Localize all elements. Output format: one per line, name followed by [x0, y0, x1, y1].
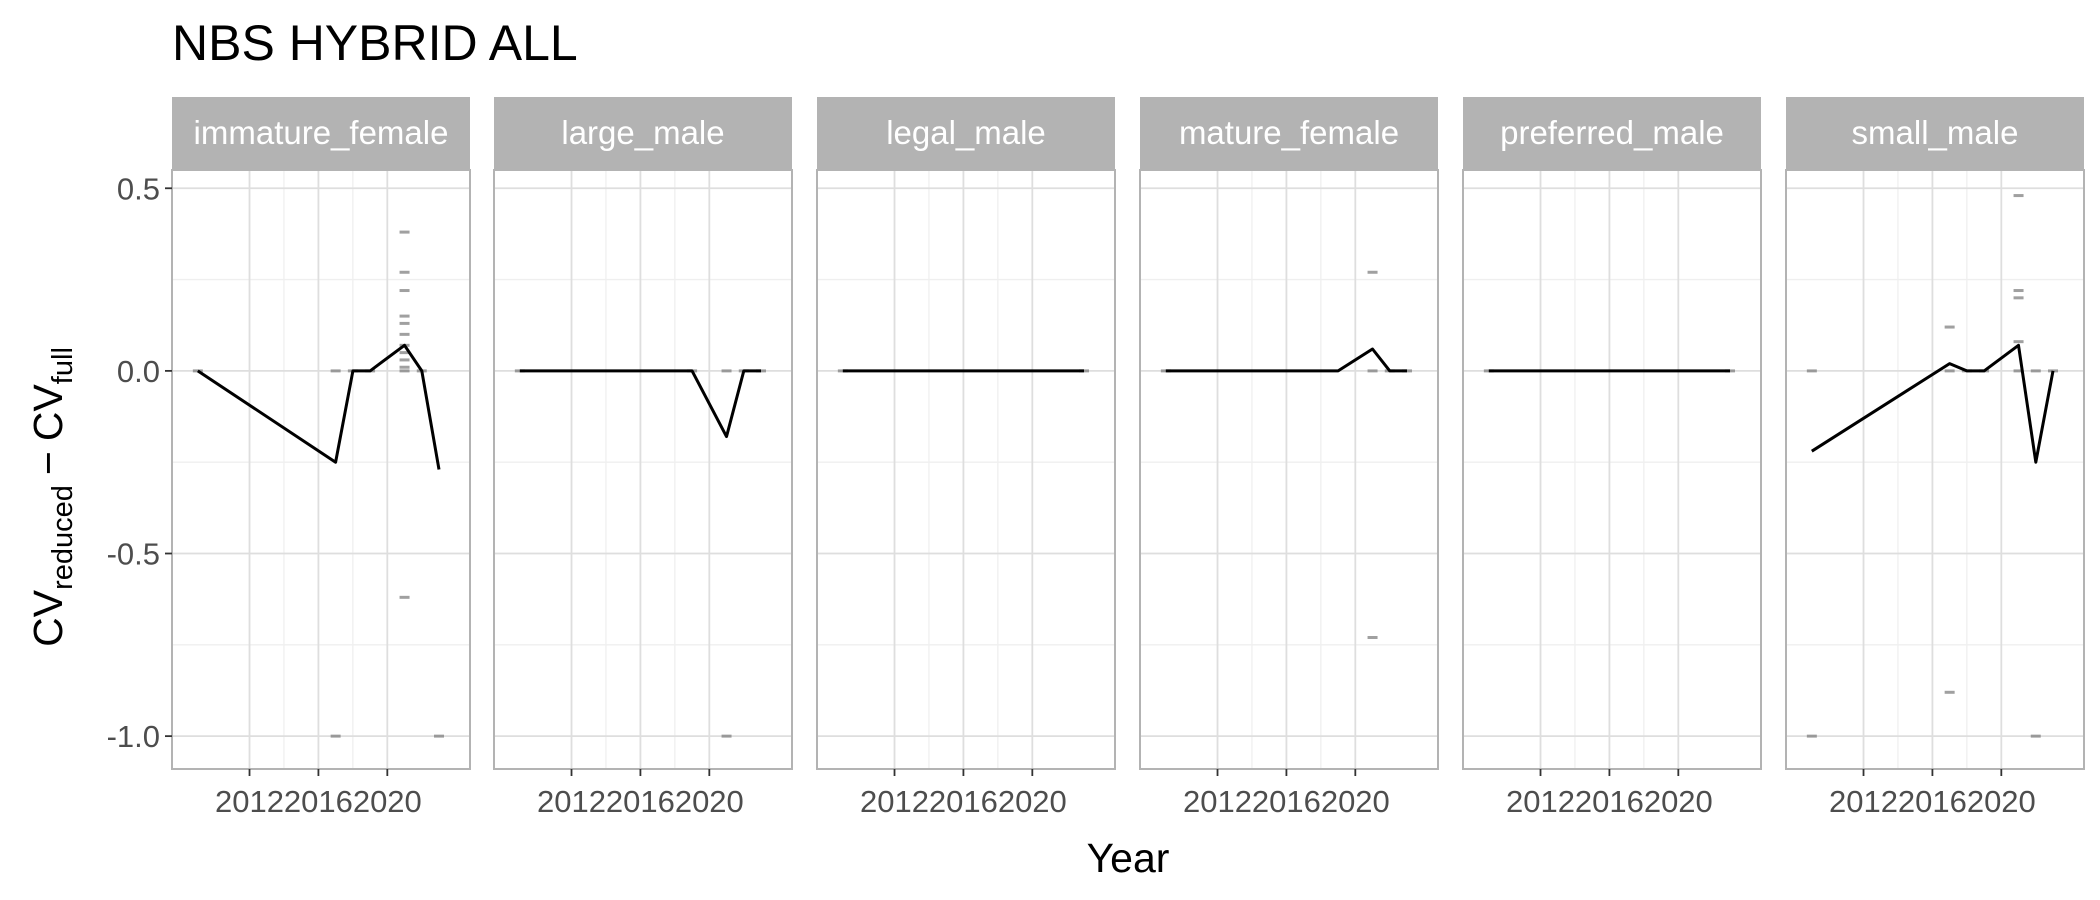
x-tick-label: 2012	[215, 784, 284, 819]
y-axis-title-sub-full: full	[47, 347, 79, 384]
facet-strip-immature_female	[172, 97, 470, 170]
series-line-mature_female	[1165, 347, 1407, 373]
panel-border	[816, 169, 1116, 770]
x-tick-label: 2016	[1252, 784, 1321, 819]
x-tick-label: 2020	[1644, 784, 1713, 819]
facet-strip-large_male	[494, 97, 792, 170]
panel-border	[171, 169, 471, 770]
x-tick-label: 2016	[929, 784, 998, 819]
y-axis: 0.5 0.0 -0.5 -1.0	[107, 171, 172, 754]
x-tick-label: 2012	[1829, 784, 1898, 819]
facet-panel-mature_female: mature_female 2012 2016 2020	[1139, 97, 1439, 819]
x-tick-label: 2020	[353, 784, 422, 819]
facet-strip-legal_male	[817, 97, 1115, 170]
y-tick-label: -0.5	[107, 537, 160, 572]
series-line-large_male	[519, 369, 761, 439]
facet-panel-preferred_male: preferred_male 2012 2016 2020	[1462, 97, 1762, 819]
x-tick-label: 2020	[998, 784, 1067, 819]
facet-panel-legal_male: legal_male 2012 2016 2020	[816, 97, 1116, 819]
facet-strip-label-large_male: large_male	[561, 114, 724, 151]
facet-strip-label-immature_female: immature_female	[194, 114, 449, 151]
facet-strip-small_male	[1786, 97, 2084, 170]
panel-border	[493, 169, 793, 770]
facet-panel-small_male: small_male 2012 2016 2020	[1785, 97, 2085, 819]
y-axis-title-cv1: CV	[25, 589, 71, 647]
facet-panel-large_male: large_male 2012 2016 2020	[493, 97, 793, 819]
series-line-small_male	[1810, 343, 2055, 464]
y-tick-label: -1.0	[107, 719, 160, 754]
x-tick-label: 2016	[284, 784, 353, 819]
facet-strip-label-legal_male: legal_male	[886, 114, 1046, 151]
x-tick-label: 2016	[606, 784, 675, 819]
facet-strip-mature_female	[1140, 97, 1438, 170]
y-axis-title-minus: −	[25, 451, 71, 475]
facet-strip-preferred_male	[1463, 97, 1761, 170]
panel-border	[1462, 169, 1762, 770]
series-line-immature_female	[196, 343, 441, 470]
x-axis-title: Year	[1087, 835, 1170, 881]
x-tick-label: 2016	[1898, 784, 1967, 819]
y-tick-label: 0.5	[117, 171, 160, 206]
x-tick-label: 2012	[1506, 784, 1575, 819]
facet-strip-label-small_male: small_male	[1852, 114, 2019, 151]
x-tick-label: 2020	[1321, 784, 1390, 819]
facet-panel-immature_female: immature_female 2012 2016 2020	[171, 97, 471, 819]
panel-border	[1785, 169, 2085, 770]
panel-border	[1139, 169, 1439, 770]
y-tick-label: 0.0	[117, 354, 160, 389]
y-axis-title-cv2: CV	[25, 384, 71, 442]
chart-title: NBS HYBRID ALL	[172, 15, 578, 71]
x-tick-label: 2016	[1575, 784, 1644, 819]
facet-strip-label-mature_female: mature_female	[1179, 114, 1399, 151]
x-tick-label: 2020	[1967, 784, 2036, 819]
x-tick-label: 2012	[1183, 784, 1252, 819]
facet-strip-label-preferred_male: preferred_male	[1500, 114, 1724, 151]
y-axis-title: CVreduced−CVfull	[25, 347, 79, 647]
x-tick-label: 2012	[537, 784, 606, 819]
y-axis-title-sub-reduced: reduced	[47, 485, 79, 590]
x-tick-label: 2012	[860, 784, 929, 819]
x-tick-label: 2020	[675, 784, 744, 819]
